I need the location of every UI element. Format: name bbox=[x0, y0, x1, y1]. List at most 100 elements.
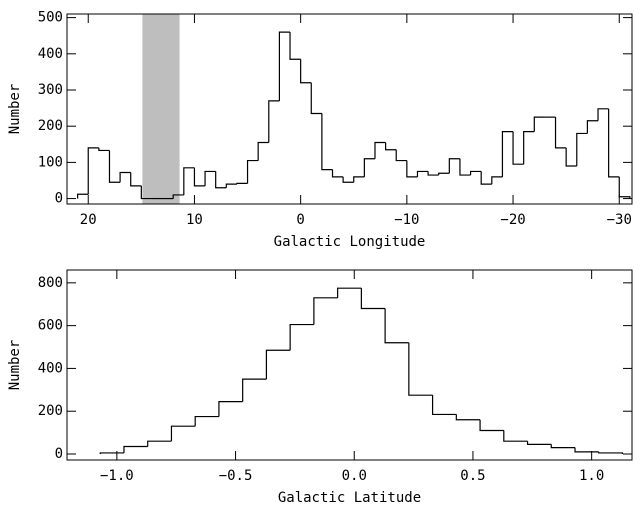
x-tick-label: −30 bbox=[607, 212, 632, 228]
y-tick-label: 200 bbox=[38, 403, 63, 419]
histogram-step bbox=[395, 149, 407, 162]
histogram-step bbox=[140, 185, 152, 200]
histogram-step bbox=[431, 395, 457, 416]
plot-frame bbox=[66, 269, 633, 461]
x-tick-label: 1.0 bbox=[579, 468, 604, 484]
histogram-step bbox=[374, 141, 386, 159]
histogram-step bbox=[353, 176, 365, 183]
histogram-step bbox=[608, 108, 620, 178]
histogram-step bbox=[503, 430, 528, 442]
histogram-step bbox=[459, 158, 471, 176]
histogram-step bbox=[313, 297, 338, 325]
histogram-step bbox=[108, 150, 121, 183]
x-tick-label: 0 bbox=[296, 212, 304, 228]
histogram-step bbox=[204, 170, 216, 186]
histogram-step bbox=[438, 172, 450, 176]
histogram-step bbox=[385, 142, 397, 151]
histogram-step bbox=[342, 176, 354, 183]
histogram-step bbox=[512, 131, 524, 165]
histogram-step bbox=[98, 147, 110, 152]
histogram-step bbox=[289, 32, 301, 60]
histogram-step bbox=[618, 176, 631, 199]
y-tick-label: 500 bbox=[38, 10, 63, 26]
histogram-step bbox=[408, 342, 433, 396]
y-tick-label: 0 bbox=[55, 191, 63, 207]
histogram-step bbox=[321, 113, 333, 171]
histogram-step bbox=[406, 160, 418, 178]
histogram-step bbox=[215, 171, 227, 189]
histogram-step bbox=[278, 31, 291, 101]
histogram-step bbox=[331, 169, 344, 178]
x-tick-label: 0.0 bbox=[342, 468, 367, 484]
histogram-step bbox=[337, 287, 362, 298]
histogram-step bbox=[533, 116, 545, 132]
histogram-step bbox=[448, 158, 460, 174]
y-tick-label: 400 bbox=[38, 46, 63, 62]
histogram-step bbox=[130, 172, 142, 187]
histogram-step bbox=[550, 444, 576, 449]
x-tick-label: 0.5 bbox=[460, 468, 485, 484]
histogram-step bbox=[236, 182, 248, 185]
histogram-step bbox=[554, 117, 567, 149]
histogram-step bbox=[523, 131, 535, 165]
histogram-step bbox=[289, 323, 314, 351]
shaded-region bbox=[142, 14, 180, 204]
histogram-step bbox=[586, 120, 599, 134]
x-axis-title: Galactic Longitude bbox=[274, 234, 426, 250]
histogram-step bbox=[123, 445, 148, 453]
histogram-step bbox=[172, 194, 184, 199]
histogram-step bbox=[193, 167, 206, 187]
x-tick-label: −0.5 bbox=[219, 468, 253, 484]
y-tick-label: 800 bbox=[38, 275, 63, 291]
histogram-step bbox=[479, 419, 504, 432]
histogram-step bbox=[147, 440, 172, 447]
x-tick-label: −20 bbox=[500, 212, 525, 228]
histogram-step bbox=[77, 193, 89, 199]
histogram-step bbox=[242, 378, 267, 402]
y-tick-label: 200 bbox=[38, 118, 63, 134]
histogram-step bbox=[300, 59, 312, 84]
histogram-step bbox=[565, 147, 577, 167]
histogram-step bbox=[491, 176, 503, 185]
histogram-step bbox=[225, 183, 237, 188]
histogram-step bbox=[469, 170, 482, 176]
histogram-step bbox=[87, 147, 99, 195]
histogram-step bbox=[427, 171, 439, 176]
histogram-step bbox=[119, 171, 131, 183]
histogram-step bbox=[455, 414, 481, 421]
x-tick-label: −1.0 bbox=[100, 468, 134, 484]
histogram-step bbox=[480, 171, 492, 185]
x-tick-label: 10 bbox=[186, 212, 203, 228]
histogram-step bbox=[501, 131, 514, 177]
histogram-step bbox=[416, 170, 429, 177]
histogram-step bbox=[526, 441, 552, 445]
y-axis-title: Number bbox=[7, 84, 23, 135]
histogram-step bbox=[194, 415, 219, 427]
y-tick-label: 400 bbox=[38, 360, 63, 376]
histogram-step bbox=[360, 288, 386, 310]
histogram-step bbox=[218, 400, 243, 417]
histogram-step bbox=[99, 452, 124, 455]
histogram-step bbox=[363, 158, 375, 177]
histogram-step bbox=[574, 447, 599, 453]
y-tick-label: 600 bbox=[38, 318, 63, 334]
plot-frame bbox=[66, 13, 633, 205]
y-tick-label: 300 bbox=[38, 82, 63, 98]
y-tick-label: 100 bbox=[38, 154, 63, 170]
histogram-step bbox=[170, 425, 196, 442]
x-axis-title: Galactic Latitude bbox=[278, 490, 421, 506]
x-tick-label: 20 bbox=[80, 212, 97, 228]
histogram-step bbox=[268, 100, 280, 143]
histogram-step bbox=[576, 132, 588, 166]
y-axis-title: Number bbox=[7, 340, 23, 391]
histogram-step bbox=[597, 108, 609, 121]
histogram-step bbox=[265, 349, 291, 380]
x-tick-label: −10 bbox=[394, 212, 419, 228]
histogram-step bbox=[310, 82, 322, 115]
histogram-step bbox=[246, 159, 259, 184]
histogram-step bbox=[384, 308, 409, 344]
histogram-step bbox=[183, 167, 195, 195]
histogram-step bbox=[598, 451, 624, 455]
histogram-step bbox=[257, 141, 269, 161]
